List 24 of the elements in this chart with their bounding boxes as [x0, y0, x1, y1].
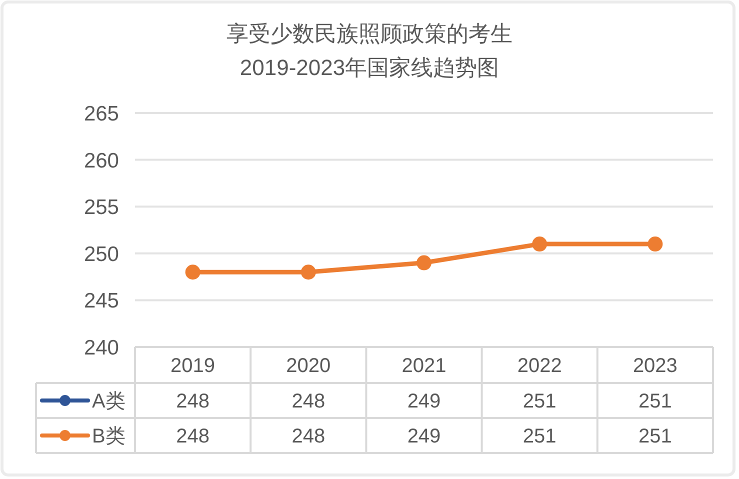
data-label: 251 — [638, 426, 672, 448]
y-tick-label: 265 — [84, 102, 119, 126]
x-tick-label: 2020 — [286, 355, 331, 377]
x-tick-label: 2019 — [170, 355, 216, 377]
legend-label: B类 — [92, 426, 126, 448]
data-label: 251 — [522, 426, 556, 448]
y-tick-label: 240 — [84, 336, 119, 360]
data-label: 249 — [407, 426, 441, 448]
x-tick-label: 2023 — [632, 355, 678, 377]
y-tick-label: 260 — [84, 149, 119, 172]
data-label: 251 — [522, 390, 556, 412]
data-label: 249 — [407, 390, 441, 412]
x-tick-label: 2022 — [517, 355, 562, 377]
x-tick-label: 2021 — [402, 355, 446, 377]
data-label: 248 — [176, 390, 210, 412]
data-label: 248 — [292, 390, 326, 412]
data-label: 251 — [638, 390, 672, 412]
data-label: 248 — [176, 426, 210, 448]
y-tick-label: 250 — [84, 242, 119, 266]
title: 享受少数民族照顾政策的考生 2019-2023年国家线趋势图 — [226, 21, 512, 80]
data-label: 248 — [292, 426, 326, 448]
legend-label: A类 — [92, 390, 126, 412]
y-tick-label: 245 — [84, 290, 119, 313]
y-tick-label: 255 — [84, 196, 119, 220]
